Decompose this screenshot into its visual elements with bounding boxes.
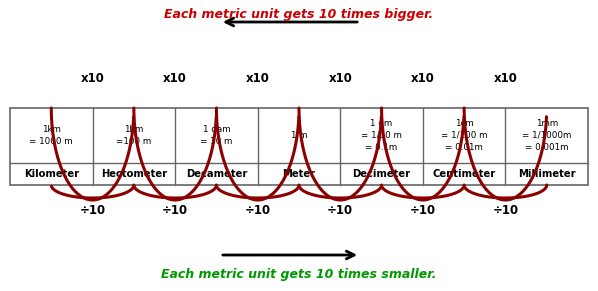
Text: 1km
= 1000 m: 1km = 1000 m [29, 125, 73, 146]
Text: ÷10: ÷10 [492, 203, 518, 217]
Text: 1cm
= 1/100 m
= 0.01m: 1cm = 1/100 m = 0.01m [441, 119, 487, 152]
Text: x10: x10 [163, 72, 187, 84]
Text: ÷10: ÷10 [80, 203, 106, 217]
Text: ÷10: ÷10 [410, 203, 436, 217]
Text: Each metric unit gets 10 times bigger.: Each metric unit gets 10 times bigger. [164, 8, 434, 21]
Text: 1 m: 1 m [291, 131, 307, 140]
Text: Millimeter: Millimeter [518, 169, 575, 179]
Text: ÷10: ÷10 [245, 203, 271, 217]
Text: x10: x10 [246, 72, 270, 84]
Text: x10: x10 [328, 72, 352, 84]
Text: Meter: Meter [282, 169, 316, 179]
Bar [10, 108, 588, 185]
Text: x10: x10 [81, 72, 105, 84]
Text: ÷10: ÷10 [162, 203, 188, 217]
Text: Kilometer: Kilometer [24, 169, 79, 179]
Text: Decameter: Decameter [186, 169, 247, 179]
Text: Centimeter: Centimeter [432, 169, 496, 179]
Text: 1mm
= 1/1000m
= 0.001m: 1mm = 1/1000m = 0.001m [522, 119, 572, 152]
Text: Each metric unit gets 10 times smaller.: Each metric unit gets 10 times smaller. [161, 268, 437, 281]
Text: Decimeter: Decimeter [352, 169, 411, 179]
Text: x10: x10 [493, 72, 517, 84]
Text: Hectometer: Hectometer [101, 169, 167, 179]
Text: ÷10: ÷10 [327, 203, 353, 217]
Text: 1hm
=100 m: 1hm =100 m [116, 125, 151, 146]
Text: 1 dam
= 10 m: 1 dam = 10 m [200, 125, 233, 146]
Text: 1 dm
= 1/10 m
= 0.1m: 1 dm = 1/10 m = 0.1m [361, 119, 402, 152]
Text: x10: x10 [411, 72, 435, 84]
